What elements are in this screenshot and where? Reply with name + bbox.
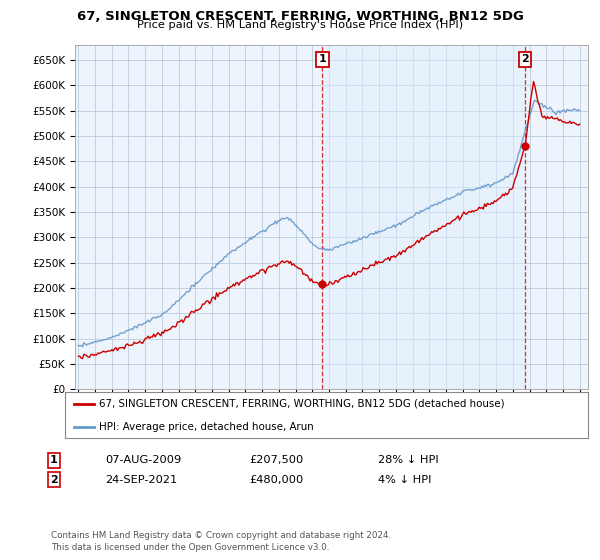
Text: 4% ↓ HPI: 4% ↓ HPI — [378, 475, 431, 485]
Text: 24-SEP-2021: 24-SEP-2021 — [105, 475, 177, 485]
Text: 2: 2 — [521, 54, 529, 64]
Text: 28% ↓ HPI: 28% ↓ HPI — [378, 455, 439, 465]
Text: £480,000: £480,000 — [249, 475, 303, 485]
Text: 2: 2 — [50, 475, 58, 485]
Bar — [322, 45, 525, 389]
Text: 67, SINGLETON CRESCENT, FERRING, WORTHING, BN12 5DG (detached house): 67, SINGLETON CRESCENT, FERRING, WORTHIN… — [99, 399, 505, 409]
Text: 07-AUG-2009: 07-AUG-2009 — [105, 455, 181, 465]
Text: 67, SINGLETON CRESCENT, FERRING, WORTHING, BN12 5DG: 67, SINGLETON CRESCENT, FERRING, WORTHIN… — [77, 10, 523, 22]
Text: Price paid vs. HM Land Registry's House Price Index (HPI): Price paid vs. HM Land Registry's House … — [137, 20, 463, 30]
Text: £207,500: £207,500 — [249, 455, 303, 465]
Text: Contains HM Land Registry data © Crown copyright and database right 2024.
This d: Contains HM Land Registry data © Crown c… — [51, 531, 391, 552]
Text: HPI: Average price, detached house, Arun: HPI: Average price, detached house, Arun — [99, 422, 314, 432]
Text: 1: 1 — [50, 455, 58, 465]
Text: 1: 1 — [319, 54, 326, 64]
